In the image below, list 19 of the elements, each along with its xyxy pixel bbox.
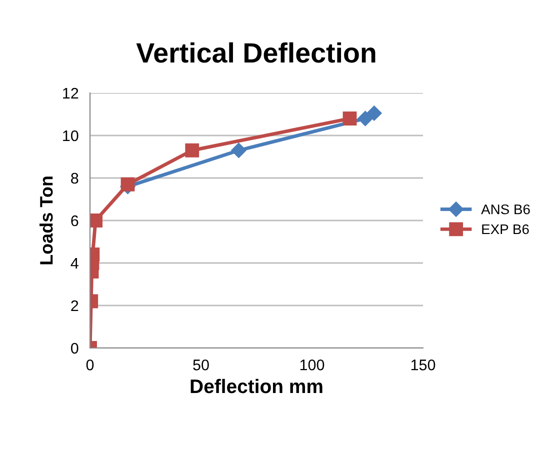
x-tick-label: 150 bbox=[411, 360, 436, 370]
point bbox=[231, 142, 246, 158]
legend-label: ANS B6 bbox=[481, 204, 530, 214]
y-tick-label: 4 bbox=[70, 258, 78, 269]
legend-label: EXP B6 bbox=[482, 224, 529, 234]
point bbox=[358, 110, 373, 126]
y-tick-label: 10 bbox=[63, 130, 78, 142]
y-tick-label: 8 bbox=[71, 172, 78, 184]
y-tick-label: 2 bbox=[71, 300, 78, 312]
x-axis-title: Deflection mm bbox=[190, 378, 322, 394]
y-axis-title: Loads Ton bbox=[40, 176, 53, 264]
chart-title: Vertical Deflection bbox=[136, 42, 376, 63]
point bbox=[366, 106, 382, 121]
x-tick-label: 50 bbox=[193, 360, 209, 370]
y-tick-label: 6 bbox=[71, 215, 78, 226]
y-tick-label: 12 bbox=[63, 88, 78, 99]
y-tick-label: 0 bbox=[70, 342, 78, 354]
x-tick-label: 100 bbox=[300, 360, 324, 370]
x-tick-label: 0 bbox=[86, 360, 94, 370]
